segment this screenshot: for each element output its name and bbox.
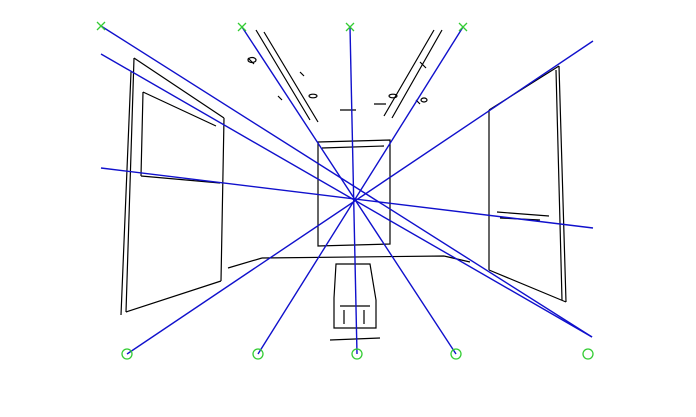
circle-marker: [351, 348, 363, 360]
edge-map: [120, 29, 567, 341]
cross-marker: [237, 22, 247, 32]
floor-object-edge: [329, 263, 381, 341]
vanishing-line: [349, 26, 358, 355]
ceiling-light-edge: [308, 93, 318, 99]
ceiling-light-edge: [247, 56, 257, 64]
vanishing-line: [100, 53, 593, 338]
cross-marker: [345, 22, 355, 32]
vanishing-line: [241, 26, 457, 355]
ceiling-light-edge: [420, 97, 428, 103]
circle-marker: [121, 348, 133, 360]
vanishing-line: [100, 167, 594, 229]
vanishing-line: [257, 26, 464, 355]
left-window-edge: [120, 57, 225, 316]
cross-marker: [96, 21, 106, 31]
vanishing-line: [126, 40, 594, 355]
ceiling-light-edge: [388, 93, 398, 99]
vanishing-lines: [100, 25, 594, 355]
circle-markers: [121, 348, 594, 360]
cross-markers: [96, 21, 468, 32]
vanishing-line: [100, 25, 593, 338]
circle-marker: [252, 348, 264, 360]
right-window-edge: [488, 65, 567, 303]
cross-marker: [458, 22, 468, 32]
circle-marker: [582, 348, 594, 360]
circle-marker: [450, 348, 462, 360]
ceiling-edge: [247, 29, 443, 123]
